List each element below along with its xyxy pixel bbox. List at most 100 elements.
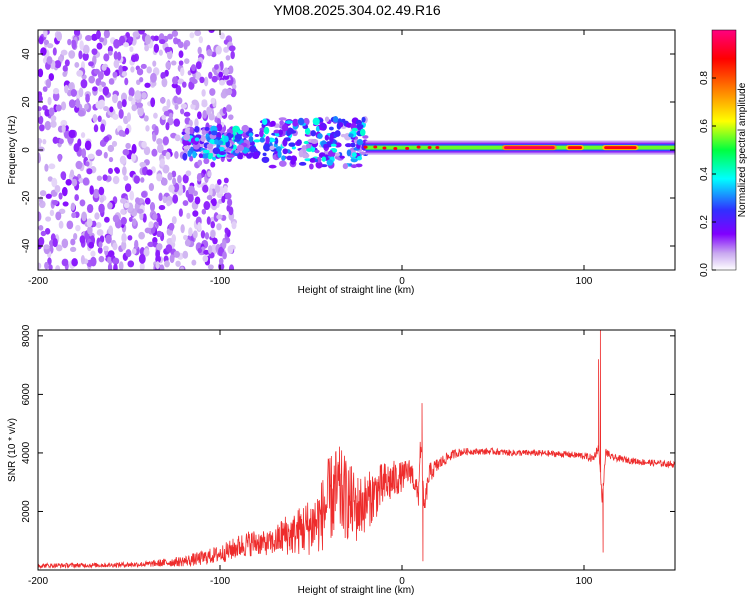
spectrogram-cell [71,39,77,50]
spectrogram-cell [51,199,59,206]
spectrogram-cell [171,216,177,225]
spectrogram-cell [215,45,222,55]
spectrogram-cell [80,132,86,138]
spectrogram-cell [211,204,217,211]
spectrogram-cell [291,146,296,150]
spectrogram-cell [81,148,87,159]
spectrogram-cell [61,238,69,249]
spectrogram-cell [269,145,275,151]
spectrogram-cell [135,197,141,204]
spectrogram-cell [164,260,170,268]
spectrogram-cell [231,83,237,90]
spectrogram-cell [217,179,222,185]
spectrogram-cell [159,158,166,167]
colorbar-tick-label: 0.0 [699,263,710,277]
spectrogram-cell [108,78,115,85]
spectrogram-cell [203,76,209,87]
spectrogram-cell [214,64,219,70]
colorbar-tick-label: 0.6 [699,119,710,133]
spectrogram-cell [44,163,49,172]
spectrogram-cell [350,142,356,148]
spectrogram-cell [47,257,52,266]
spectrogram-cell [101,64,107,71]
spectrogram-cell [103,245,109,252]
spectrogram-cell [168,184,175,193]
spectrogram-cell [38,106,42,112]
spectrogram-cell [87,225,93,235]
spectrogram-cell [330,143,337,147]
spectrogram-cell [88,241,95,249]
spectrogram-cell [275,146,282,152]
spectrogram-cell [211,198,217,207]
spectrogram-cell [38,225,44,231]
spectrogram-cell [165,151,171,160]
spectrogram-cell [172,177,177,186]
x-tick-label: 100 [576,276,593,287]
spectrogram-cell [60,171,67,180]
spectrogram-cell [165,61,171,70]
spectrogram-cell [259,130,264,138]
spectrogram-cell [71,178,78,187]
spectrogram-cell [162,196,168,204]
spectrogram-cell [89,185,94,195]
spectrogram-cell [183,133,191,141]
spectrogram-cell [314,149,320,154]
colorbar-tick-label: 0.8 [699,71,710,85]
spectrogram-cell [80,79,88,89]
spectrogram-cell [216,214,223,220]
spectrogram-cell [254,133,260,137]
spectrogram-cell [339,155,345,159]
spectrogram-cell [93,124,99,133]
spectrogram-cell [107,144,115,153]
spectrogram-cell [143,146,151,156]
spectrogram-cell [112,257,120,265]
spectrogram-cell [98,255,105,263]
spectrogram-cell [165,122,170,131]
colorbar-label: Normalized spectral amplitude [737,82,748,217]
spectrogram-cell [74,62,80,68]
spectrogram-cell [201,130,207,136]
spectrogram-cell [118,108,124,119]
spectrogram-cell [197,247,203,254]
spectrogram-cell [75,98,81,109]
spectrogram-cell [99,37,104,43]
spectrogram-cell [187,193,194,203]
spectrogram-cell [356,139,364,146]
spectrogram-cell [159,264,165,270]
spectrogram-cell [252,151,260,160]
spectrogram-cell [92,114,98,123]
spectrogram-cell [139,161,146,168]
spectrogram-cell [128,216,133,223]
spectrogram-cell [228,114,234,121]
spectrogram-cell [52,91,60,102]
spectrogram-cell [301,152,310,159]
spectrogram-cell [174,134,181,142]
spectrogram-cell [99,99,105,108]
spectrogram-cell [279,120,284,125]
colorbar-tick-label: 0.4 [699,167,710,181]
spectrogram-cell [235,149,240,154]
spectrogram-cell [38,36,44,45]
spectrogram-cell [202,184,209,193]
spectrogram-cell [204,126,210,131]
spectrogram-cell [324,134,330,141]
spectrogram-cell [218,79,226,86]
spectrogram-cell [146,66,152,74]
spectrogram-cell [226,154,235,158]
spectrogram-cell [43,30,48,38]
spectrogram-cell [64,59,70,67]
spectrogram-cell [156,243,163,251]
spectrogram-cell [177,41,184,49]
spectrogram-cell [151,148,158,157]
spectrogram-cell [175,85,182,96]
spectrogram-cell [194,30,202,37]
spectrogram-cell [234,134,242,141]
spectrogram-x-label: Height of straight line (km) [298,285,415,296]
spectrogram-cell [143,115,149,122]
spectrogram-cell [278,160,287,167]
spectrogram-cell [211,75,218,83]
spectrogram-cell [71,212,77,219]
spectrogram-cell [136,102,144,108]
spectrogram-cell [183,111,191,117]
spectrogram-cell [142,213,147,223]
